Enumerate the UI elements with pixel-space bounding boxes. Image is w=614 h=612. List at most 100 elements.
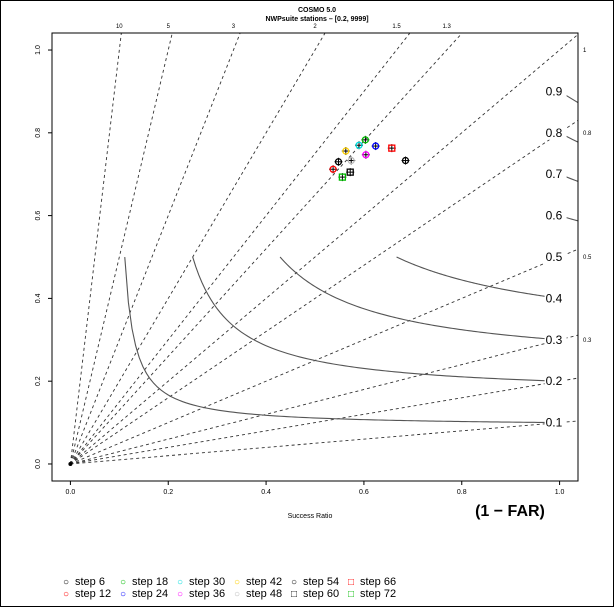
csi-contour — [560, 91, 614, 257]
csi-label: 0.1 — [546, 416, 563, 430]
bias-line — [70, 421, 579, 464]
bias-line — [70, 378, 579, 464]
legend-label: step 30 — [189, 577, 225, 588]
data-point — [388, 144, 396, 152]
csi-label: 0.9 — [546, 84, 563, 98]
csi-label: 0.8 — [546, 126, 563, 140]
csi-label: 0.5 — [546, 250, 563, 264]
legend-item: ○step 36 — [174, 588, 231, 600]
x-tick-label: 0.6 — [359, 489, 369, 496]
csi-contour — [125, 257, 560, 422]
bias-line — [70, 249, 579, 464]
csi-contour — [560, 133, 614, 257]
bias-line — [70, 33, 461, 464]
csi-contours-layer: 0.10.20.30.40.50.60.70.80.9 — [125, 84, 614, 429]
chart-title: COSMO 5.0 — [298, 7, 336, 14]
x-tick-label: 0.2 — [163, 489, 173, 496]
data-point — [329, 165, 337, 173]
legend-row: ○step 12○step 24○step 36○step 48□step 60… — [60, 588, 580, 600]
csi-contour — [397, 257, 560, 298]
bias-label: 1.3 — [443, 24, 452, 30]
legend-item: ○step 12 — [60, 588, 117, 600]
x-axis-label-note: (1 − FAR) — [475, 503, 545, 520]
legend-symbol: □ — [345, 589, 357, 600]
legend-item: □step 72 — [345, 588, 402, 600]
bias-label: 3 — [232, 24, 236, 30]
bias-line — [70, 33, 324, 464]
csi-contour — [193, 257, 560, 381]
legend-label: step 48 — [246, 589, 282, 600]
csi-contour — [280, 257, 560, 340]
legend-label: step 12 — [75, 589, 111, 600]
bias-label: 2 — [313, 24, 317, 30]
y-tick-label: 1.0 — [35, 45, 42, 55]
data-point — [342, 147, 350, 155]
bias-label: 10 — [116, 24, 123, 30]
legend-symbol: ○ — [231, 577, 243, 588]
legend-symbol: ○ — [174, 589, 186, 600]
origin-point — [68, 462, 72, 466]
legend-row: ○step 6○step 18○step 30○step 42○step 54□… — [60, 576, 580, 588]
legend-item: □step 60 — [288, 588, 345, 600]
legend-symbol: ○ — [288, 577, 300, 588]
legend-label: step 66 — [360, 577, 396, 588]
bias-label: 0.8 — [583, 131, 592, 137]
bias-label: 1.5 — [392, 24, 401, 30]
legend-symbol: ○ — [117, 589, 129, 600]
csi-label: 0.3 — [546, 333, 563, 347]
legend-label: step 36 — [189, 589, 225, 600]
legend-symbol: □ — [288, 589, 300, 600]
data-point — [338, 173, 346, 181]
y-tick-label: 0.2 — [35, 376, 42, 386]
data-point — [346, 168, 354, 176]
legend-label: step 6 — [75, 577, 105, 588]
x-axis-label: Success Ratio — [288, 513, 333, 520]
legend-item: ○step 48 — [231, 588, 288, 600]
x-tick-label: 0.0 — [66, 489, 76, 496]
legend-label: step 54 — [303, 577, 339, 588]
legend-item: ○step 30 — [174, 576, 231, 588]
bias-label: 0.3 — [583, 338, 592, 344]
legend-item: □step 66 — [345, 576, 402, 588]
csi-contour — [560, 174, 614, 257]
legend-symbol: ○ — [174, 577, 186, 588]
axes-layer: 10 5 3 2 1.5 1.3 1 0.8 0.5 0.3 0.0 0.2 0.4 0.6 0.8 1.0 0… — [35, 24, 592, 496]
bias-label: 5 — [167, 24, 171, 30]
csi-label: 0.2 — [546, 374, 563, 388]
data-point — [401, 157, 409, 165]
bias-label: 1 — [583, 48, 587, 54]
points-layer — [68, 136, 409, 466]
csi-label: 0.7 — [546, 167, 563, 181]
legend-item: ○step 24 — [117, 588, 174, 600]
y-tick-label: 0.4 — [35, 293, 42, 303]
legend-item: ○step 6 — [60, 576, 117, 588]
y-tick-label: 0.8 — [35, 128, 42, 138]
x-tick-label: 0.8 — [457, 489, 467, 496]
legend-label: step 42 — [246, 577, 282, 588]
legend-symbol: ○ — [60, 577, 72, 588]
y-tick-label: 0.6 — [35, 211, 42, 221]
legend-symbol: ○ — [117, 577, 129, 588]
data-point — [347, 157, 355, 165]
data-point — [362, 151, 370, 159]
legend: ○step 6○step 18○step 30○step 42○step 54□… — [60, 576, 580, 600]
legend-symbol: □ — [345, 577, 357, 588]
legend-item: ○step 42 — [231, 576, 288, 588]
legend-label: step 72 — [360, 589, 396, 600]
data-point — [334, 158, 342, 166]
legend-label: step 18 — [132, 577, 168, 588]
data-point — [355, 141, 363, 149]
csi-contour — [560, 216, 614, 257]
chart-subtitle: NWPsuite stations – [0.2, 9999] — [265, 16, 368, 23]
legend-symbol: ○ — [231, 589, 243, 600]
legend-item: ○step 18 — [117, 576, 174, 588]
legend-symbol: ○ — [60, 589, 72, 600]
bias-lines-layer — [70, 33, 579, 464]
bias-label: 0.5 — [583, 255, 592, 261]
x-tick-label: 0.4 — [261, 489, 271, 496]
legend-label: step 60 — [303, 589, 339, 600]
bias-line — [70, 33, 579, 464]
data-point — [372, 142, 380, 150]
csi-label: 0.4 — [546, 291, 563, 305]
